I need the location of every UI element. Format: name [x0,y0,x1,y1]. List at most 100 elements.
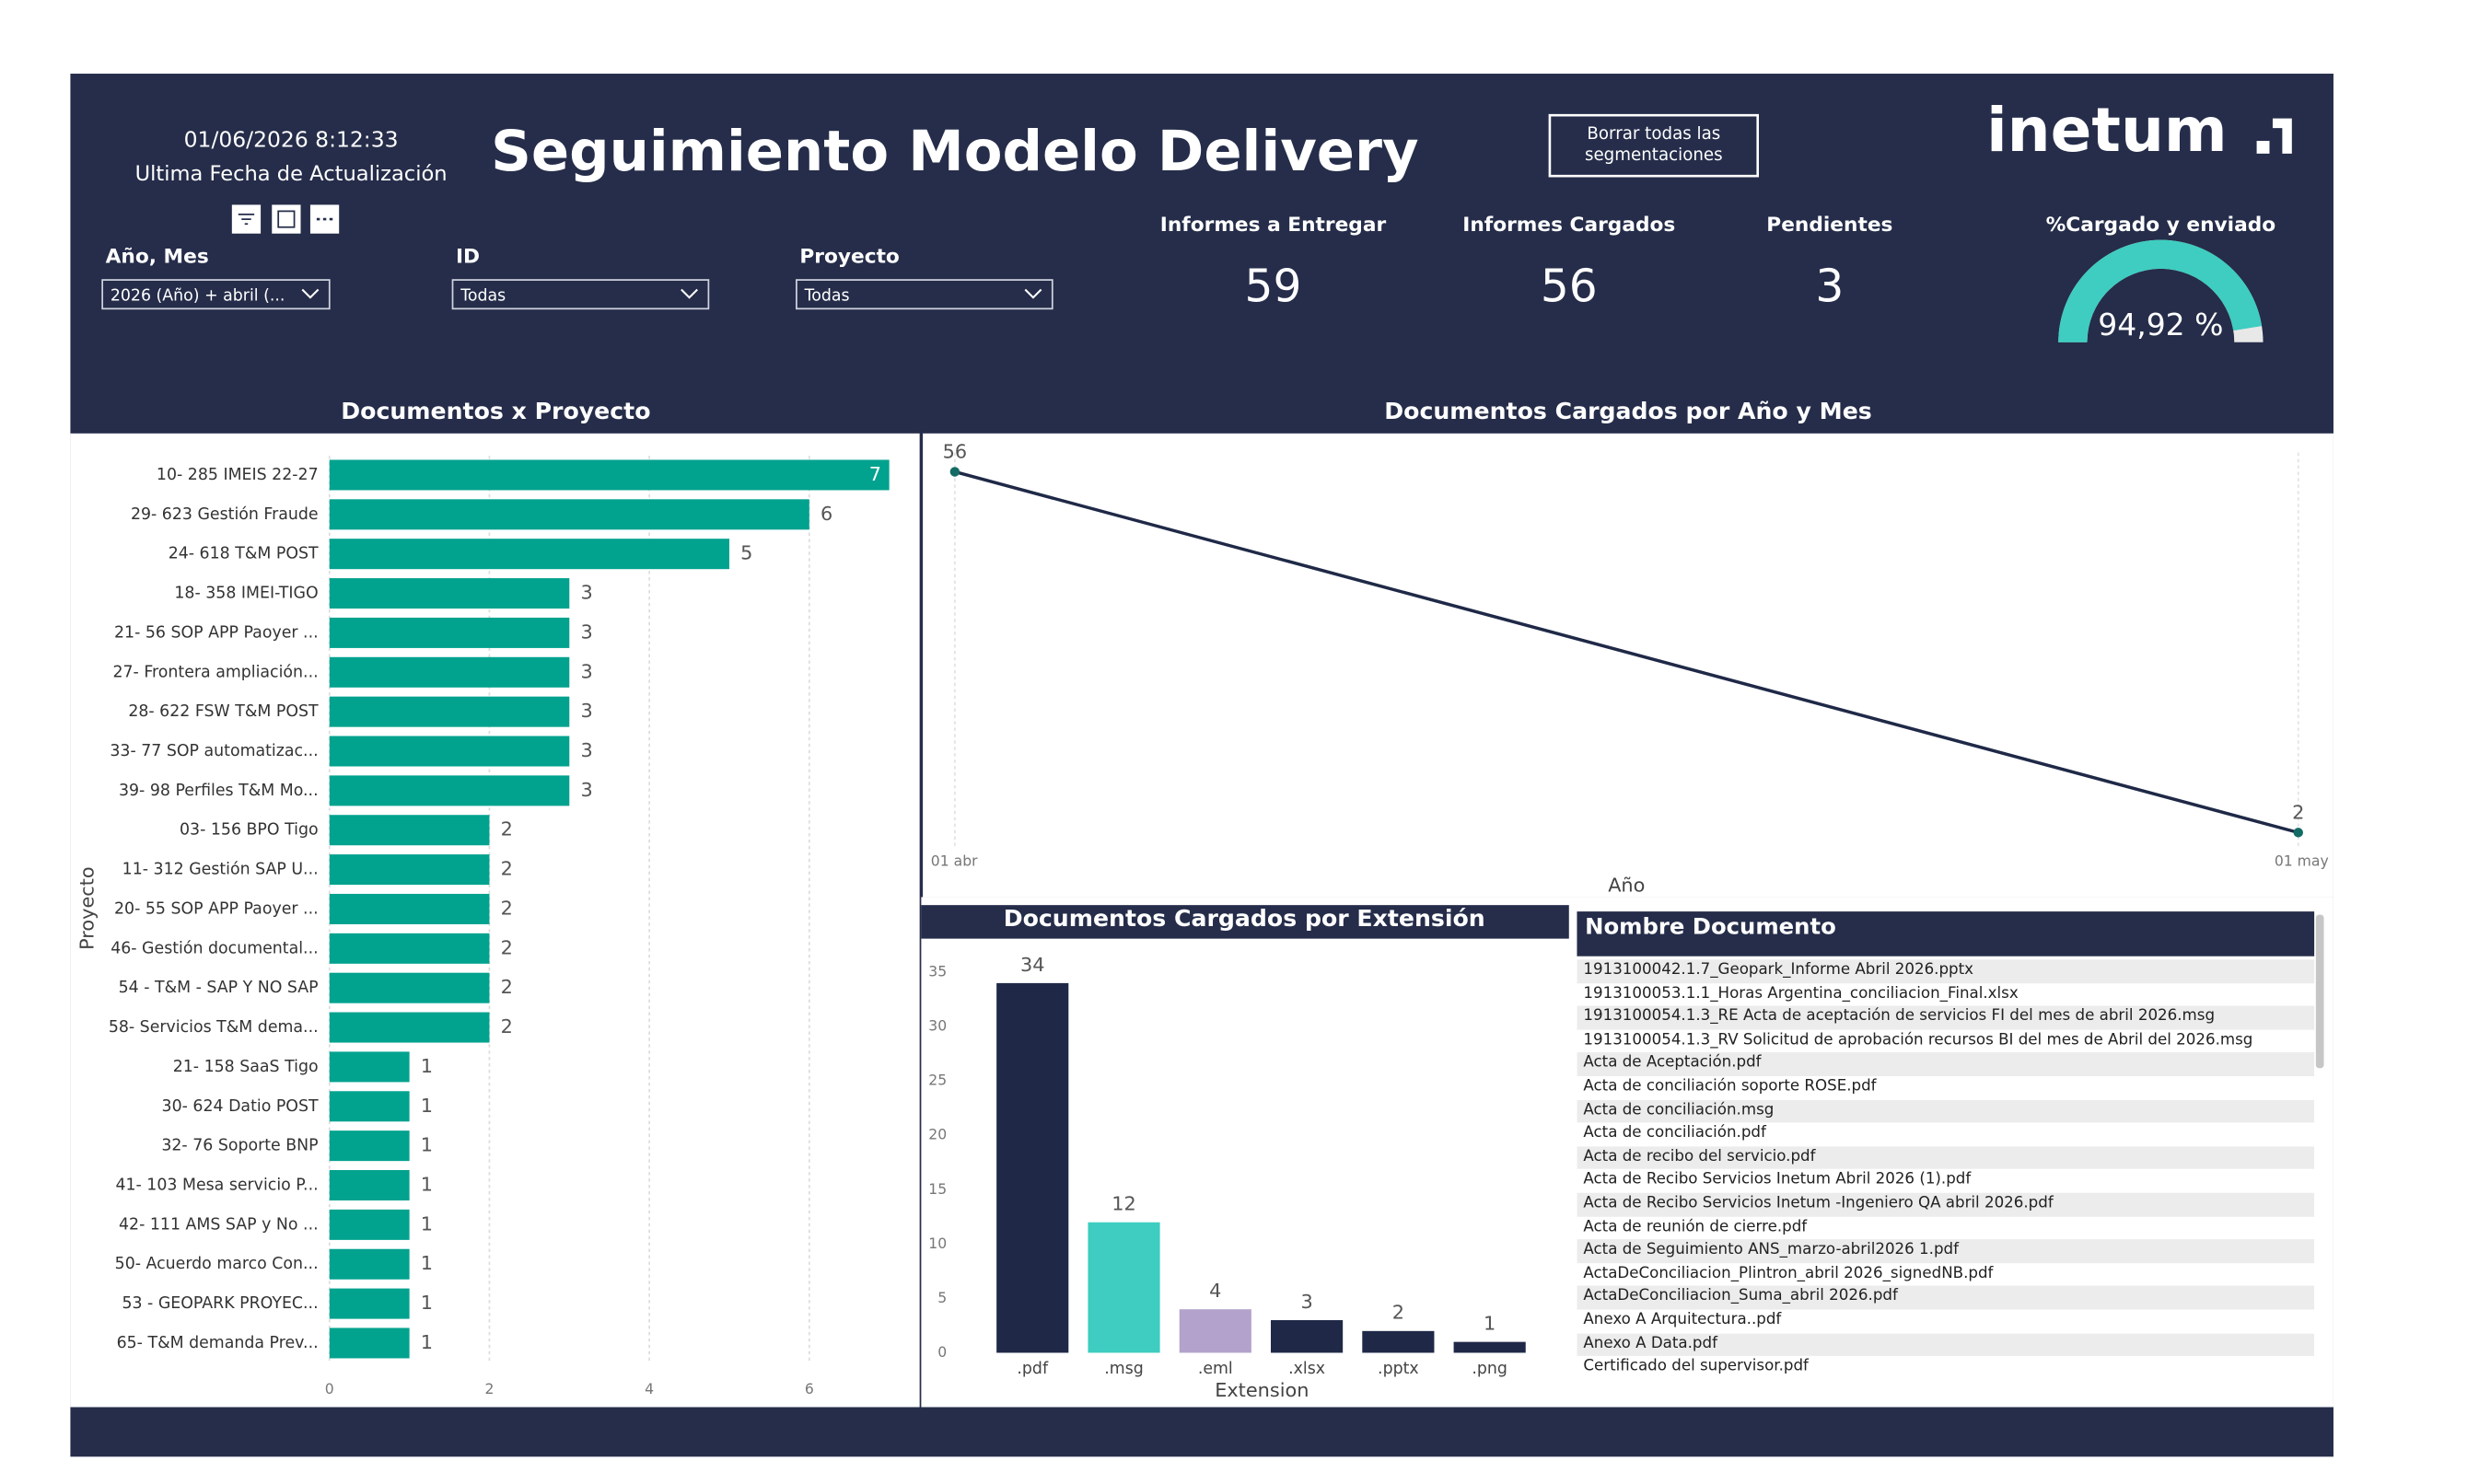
data-label: 1 [421,1095,433,1117]
y-axis-title: Proyecto [76,866,99,950]
table-row[interactable]: ActaDeConciliacion_Suma_abril 2026.pdf [1577,1286,2315,1310]
data-label: 2 [501,897,513,919]
table-row[interactable]: Anexo A Arquitectura..pdf [1583,1311,1782,1329]
data-label: 1 [1484,1313,1496,1335]
bar [1271,1320,1344,1353]
icon-focus[interactable] [272,204,301,234]
bar [329,815,490,846]
bar [1453,1341,1526,1353]
gauge-value: 94,92 % [2098,307,2223,342]
bar [329,1288,410,1319]
table-row[interactable]: 1913100054.1.3_RE Acta de aceptación de … [1577,1005,2315,1030]
bar [329,656,570,688]
data-label: 2 [501,976,513,998]
category-label: 29- 623 Gestión Fraude [131,505,319,524]
x-tick-label: 0 [325,1380,334,1397]
table-row[interactable]: ActaDeConciliacion_Plintron_abril 2026_s… [1583,1264,1994,1282]
bar [329,775,570,806]
data-label: 34 [1020,954,1045,976]
bar [329,736,570,767]
timestamp-label: Ultima Fecha de Actualización [135,162,448,186]
line-chart-area [923,433,2334,898]
bar [1179,1309,1251,1353]
data-label: 1 [421,1292,433,1314]
data-label: 6 [821,503,832,525]
bar [329,1012,490,1043]
data-label: 5 [740,542,752,564]
table-row[interactable]: Certificado del supervisor.pdf [1583,1357,1809,1375]
category-label: 20- 55 SOP APP Paoyer ... [114,899,319,918]
table-row[interactable]: Anexo A Data.pdf [1577,1332,2315,1357]
slicer-label: ID [456,246,480,269]
table-row[interactable]: 1913100042.1.7_Geopark_Informe Abril 202… [1577,959,2315,983]
kpi-label: Pendientes [1766,214,1892,237]
bar [329,1091,410,1122]
bar [1362,1330,1435,1353]
bar [329,578,570,609]
data-label: 2 [501,1015,513,1038]
table-row[interactable]: Acta de Recibo Servicios Inetum -Ingenie… [1577,1192,2315,1217]
data-label: 1 [421,1055,433,1077]
table-row[interactable]: Acta de Seguimiento ANS_marzo-abril2026 … [1577,1239,2315,1263]
category-label: 10- 285 IMEIS 22-27 [157,466,319,484]
table-row[interactable]: Acta de conciliación.pdf [1583,1124,1766,1142]
table-row[interactable]: Acta de Aceptación.pdf [1577,1052,2315,1076]
table-row[interactable]: Acta de conciliación soporte ROSE.pdf [1583,1077,1877,1096]
kpi-value: 3 [1815,261,1844,312]
data-label: 1 [421,1212,433,1235]
table-row[interactable]: 1913100054.1.3_RV Solicitud de aprobació… [1583,1030,2253,1049]
category-label: 32- 76 Soporte BNP [161,1137,318,1155]
category-label: 30- 624 Datio POST [162,1097,319,1116]
kpi-value: 59 [1245,261,1302,312]
data-label: 3 [580,660,592,682]
x-tick-label: 01 abr [931,852,978,870]
category-label: 53 - GEOPARK PROYEC... [122,1294,318,1313]
bar [329,539,729,570]
bar [329,1209,410,1240]
data-label: 3 [580,620,592,643]
data-label: 56 [943,441,968,463]
slicer-value: Todas [460,286,506,305]
table-row[interactable]: Acta de reunión de cierre.pdf [1583,1217,1808,1235]
data-label: 2 [1392,1302,1404,1324]
data-label: 1 [421,1134,433,1156]
table-header-bg [1577,911,2315,956]
bar [329,893,490,924]
bar [329,1248,410,1280]
x-axis-title: Año [1608,874,1645,896]
slicer-value: Todas [804,286,850,305]
x-tick-label: .xlsx [1288,1360,1325,1378]
y-tick-label: 35 [928,963,947,980]
table-row[interactable]: Acta de recibo del servicio.pdf [1577,1145,2315,1170]
slicer-value: 2026 (Año) + abril (... [111,286,285,305]
category-label: 18- 358 IMEI-TIGO [174,585,318,603]
clear-button-text[interactable]: Borrar todas las segmentaciones [1584,124,1723,166]
icon-glyph [277,210,296,228]
category-label: 65- T&M demanda Prev... [117,1334,319,1352]
x-tick-label: .png [1472,1360,1507,1378]
scrollbar[interactable] [2315,914,2324,1069]
bar [329,854,490,886]
data-label: 3 [580,779,592,801]
dropdown-chevron [301,288,320,299]
data-label: 2 [501,858,513,880]
y-tick-label: 15 [928,1180,947,1198]
bar [329,972,490,1003]
clear-button[interactable]: Borrar todas las segmentaciones [1554,119,1752,173]
table-row[interactable]: Acta de conciliación.msg [1577,1099,2315,1123]
chart-title: Documentos Cargados por Año y Mes [1384,398,1871,424]
bar [329,696,570,727]
x-tick-label: 4 [645,1380,654,1397]
slicer-dropdown[interactable] [101,279,331,310]
slicer-dropdown[interactable] [796,279,1053,310]
table-row[interactable]: Acta de Recibo Servicios Inetum Abril 20… [1583,1171,1972,1189]
y-tick-label: 0 [937,1343,947,1361]
bar [329,1170,410,1201]
table-row[interactable]: 1913100053.1.1_Horas Argentina_conciliac… [1583,984,2019,1003]
slicer-dropdown[interactable] [451,279,710,310]
bar [1088,1222,1160,1353]
clear-button-frame[interactable] [1548,113,1760,178]
category-label: 50- Acuerdo marco Con... [115,1255,319,1273]
